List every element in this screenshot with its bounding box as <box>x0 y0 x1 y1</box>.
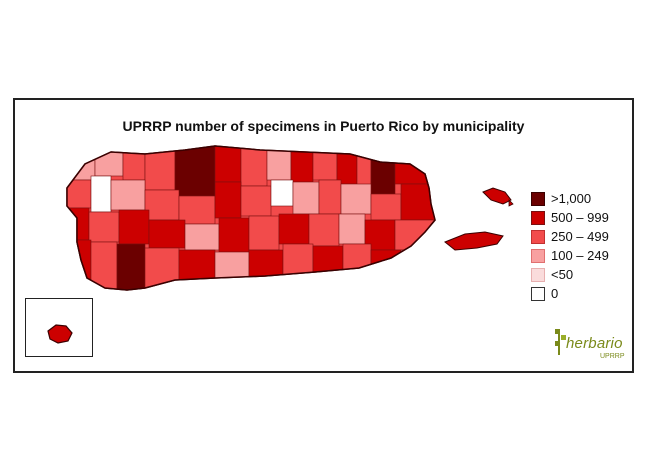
legend-swatch <box>531 286 545 301</box>
legend-swatch <box>531 191 545 206</box>
legend-swatch <box>531 210 545 225</box>
legend-label: 500 – 999 <box>551 210 609 225</box>
plant-icon <box>555 329 566 355</box>
herbario-logo: herbario UPRRP <box>552 325 632 367</box>
culebra-island <box>482 187 512 205</box>
legend-swatch <box>531 267 545 282</box>
legend-label: 250 – 499 <box>551 229 609 244</box>
logo-sub: UPRRP <box>600 353 625 360</box>
legend-swatch <box>531 248 545 263</box>
legend-label: <50 <box>551 267 574 282</box>
legend: >1,000 500 – 999 250 – 499 100 – 249 <50… <box>531 189 609 303</box>
legend-item: 250 – 499 <box>531 227 609 246</box>
legend-item: 0 <box>531 284 609 303</box>
puerto-rico-map <box>66 145 514 291</box>
legend-item: >1,000 <box>531 189 609 208</box>
legend-label: >1,000 <box>551 191 592 206</box>
map-title: UPRRP number of specimens in Puerto Rico… <box>122 118 525 134</box>
logo-word: herbario <box>566 335 623 352</box>
vieques-island <box>444 231 504 251</box>
legend-swatch <box>531 229 545 244</box>
legend-label: 100 – 249 <box>551 248 609 263</box>
map-frame: UPRRP number of specimens in Puerto Rico… <box>13 98 634 373</box>
mona-island-inset <box>25 298 93 357</box>
mona-island <box>47 324 73 344</box>
legend-item: 100 – 249 <box>531 246 609 265</box>
legend-item: 500 – 999 <box>531 208 609 227</box>
legend-label: 0 <box>551 286 559 301</box>
legend-item: <50 <box>531 265 609 284</box>
